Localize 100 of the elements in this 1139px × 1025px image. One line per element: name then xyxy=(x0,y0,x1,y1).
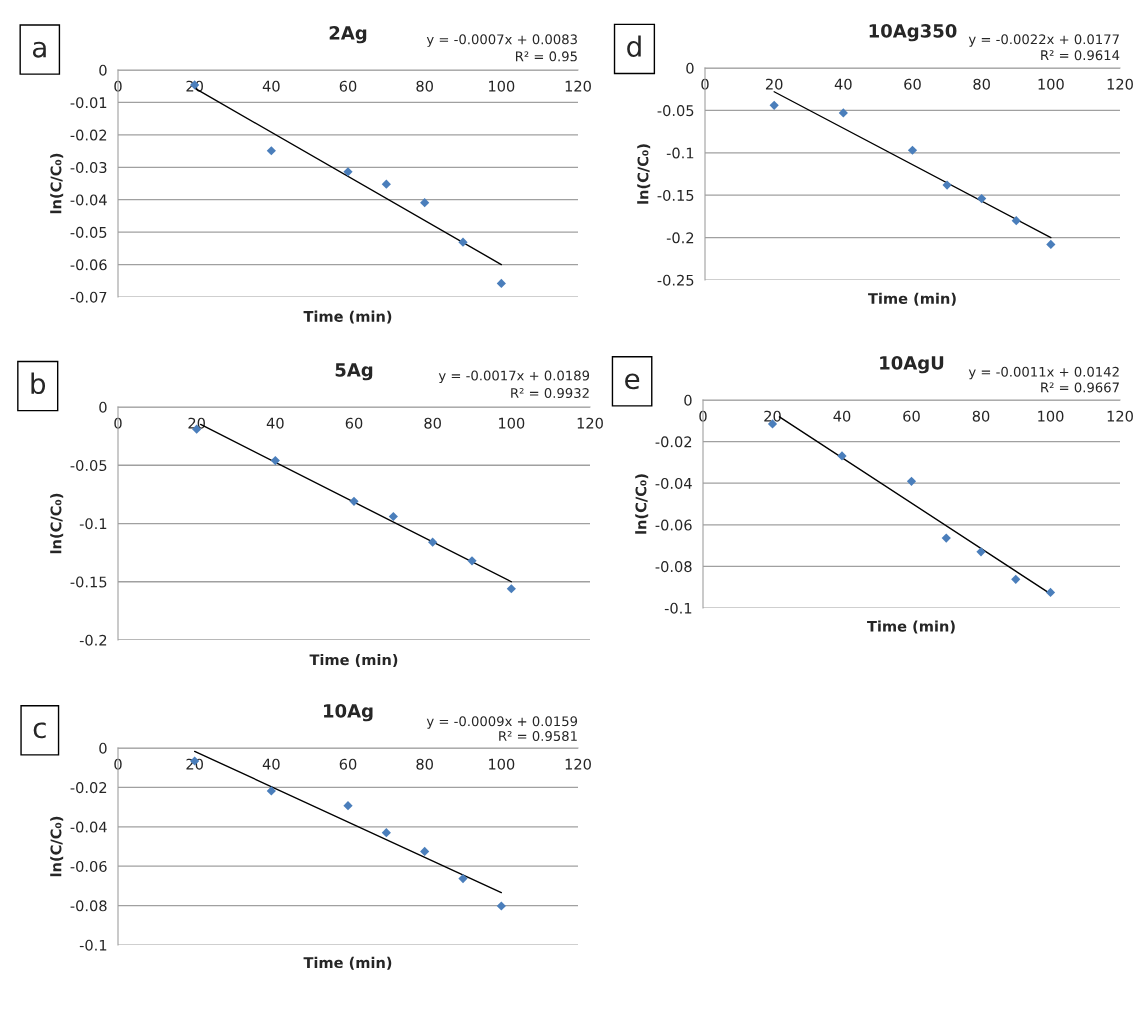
x-tick-label: 60 xyxy=(903,410,920,422)
point xyxy=(837,451,847,461)
point xyxy=(942,180,952,190)
text: e xyxy=(625,373,640,390)
text: R² = 0.9614 xyxy=(1041,50,1120,61)
point xyxy=(506,584,516,594)
point xyxy=(496,278,506,288)
y-tick-label: -0.06 xyxy=(655,519,692,531)
x-tick-label: 100 xyxy=(489,80,515,92)
point xyxy=(420,846,430,857)
x-axis-title: Time (min) xyxy=(309,653,398,667)
point xyxy=(381,179,391,189)
point xyxy=(977,193,987,204)
x-tick-label: 20 xyxy=(765,78,783,90)
x-axis-title: Time (min) xyxy=(868,292,956,306)
text: y = -0.0022x + 0.0177 xyxy=(968,34,1119,47)
text: y = -0.0017x + 0.0189 xyxy=(438,370,590,384)
text: a xyxy=(32,41,46,58)
y-tick-label: -0.07 xyxy=(70,291,107,303)
y-axis-title: ln(C/C₀) xyxy=(50,493,64,554)
point xyxy=(266,786,276,796)
x-tick-label: 120 xyxy=(1107,410,1133,422)
x-axis-title: Time (min) xyxy=(867,620,955,634)
y-tick-label: -0.05 xyxy=(70,226,107,238)
point xyxy=(838,108,848,118)
point xyxy=(388,511,398,522)
x-tick-label: 80 xyxy=(416,80,433,92)
x-tick-label: 40 xyxy=(262,758,280,770)
x-tick-label: 100 xyxy=(499,417,525,429)
y-tick-label: -0.1 xyxy=(79,518,107,530)
point xyxy=(976,547,986,557)
point xyxy=(496,901,506,911)
chart-title: 2Ag xyxy=(329,26,367,44)
y-tick-label: -0.03 xyxy=(70,162,107,174)
x-tick-label: 100 xyxy=(1038,410,1064,422)
y-axis-title: ln(C/C₀) xyxy=(635,474,649,534)
text: c xyxy=(33,722,46,739)
point xyxy=(266,146,276,156)
x-tick-label: 20 xyxy=(764,410,781,422)
y-tick-label: -0.25 xyxy=(657,274,694,286)
x-tick-label: 40 xyxy=(833,410,851,422)
point xyxy=(769,100,779,110)
y-tick-label: -0.04 xyxy=(655,477,692,489)
text: R² = 0.95 xyxy=(516,51,577,62)
text: R² = 0.9581 xyxy=(499,731,577,741)
point xyxy=(349,496,359,506)
x-tick-label: 60 xyxy=(339,758,357,770)
y-tick-label: -0.02 xyxy=(655,436,692,448)
x-tick-label: 0 xyxy=(114,417,122,429)
x-axis-title: Time (min) xyxy=(303,956,392,970)
x-tick-label: 60 xyxy=(345,417,363,429)
x-tick-label: 0 xyxy=(701,78,709,90)
text: d xyxy=(627,35,641,57)
y-tick-label: -0.05 xyxy=(657,105,694,117)
x-tick-label: 40 xyxy=(266,417,284,429)
x-tick-label: 80 xyxy=(416,758,433,770)
point xyxy=(420,198,430,208)
point xyxy=(1011,216,1021,226)
x-tick-label: 0 xyxy=(114,80,122,92)
point xyxy=(1046,239,1056,249)
x-tick-label: 0 xyxy=(699,410,707,422)
text: y = -0.0009x + 0.0159 xyxy=(426,716,578,729)
point xyxy=(343,801,353,811)
point xyxy=(941,533,951,543)
point xyxy=(343,167,353,177)
y-tick-label: -0.1 xyxy=(79,939,107,951)
y-tick-label: -0.2 xyxy=(666,232,694,244)
x-tick-label: 80 xyxy=(424,417,441,429)
y-tick-label: 0 xyxy=(686,62,694,74)
point xyxy=(458,874,468,884)
x-tick-label: 40 xyxy=(834,78,852,90)
point xyxy=(467,556,477,566)
y-tick-label: -0.2 xyxy=(79,634,107,646)
y-tick-label: -0.15 xyxy=(657,189,694,201)
y-tick-label: -0.06 xyxy=(70,259,107,271)
x-tick-label: 100 xyxy=(489,758,515,770)
text: R² = 0.9667 xyxy=(1041,382,1119,393)
x-tick-label: 120 xyxy=(565,80,591,92)
text: y = -0.0007x + 0.0083 xyxy=(426,34,577,47)
x-tick-label: 60 xyxy=(339,80,357,92)
y-axis-title: ln(C/C₀) xyxy=(637,144,651,204)
x-tick-label: 80 xyxy=(973,78,990,90)
x-tick-label: 120 xyxy=(577,417,603,429)
point xyxy=(1045,587,1056,598)
x-tick-label: 60 xyxy=(904,78,921,90)
text: R² = 0.9932 xyxy=(511,388,589,399)
x-tick-label: 120 xyxy=(565,758,591,770)
point xyxy=(270,455,280,466)
text: y = -0.0011x + 0.0142 xyxy=(968,366,1119,380)
y-tick-label: -0.1 xyxy=(664,602,692,614)
point xyxy=(907,145,918,155)
point xyxy=(458,237,468,247)
y-tick-label: -0.04 xyxy=(70,194,107,206)
y-tick-label: -0.02 xyxy=(70,129,107,141)
x-tick-label: 0 xyxy=(114,758,122,770)
chart-title: 10Ag xyxy=(324,704,373,722)
y-tick-label: 0 xyxy=(684,394,692,406)
y-tick-label: 0 xyxy=(99,64,107,76)
y-tick-label: -0.08 xyxy=(655,561,692,573)
x-tick-label: 20 xyxy=(188,417,205,429)
